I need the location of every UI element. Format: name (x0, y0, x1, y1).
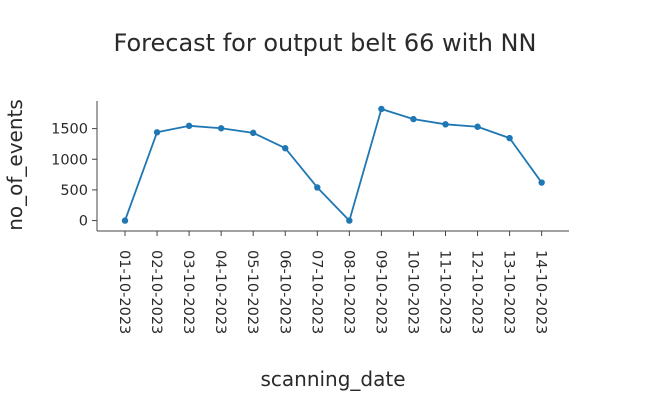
data-point (346, 217, 353, 224)
chart-title: Forecast for output belt 66 with NN (114, 29, 537, 57)
x-tick-label: 06-10-2023 (276, 250, 292, 334)
x-tick-label: 03-10-2023 (180, 250, 196, 334)
series-points (121, 105, 545, 224)
x-tick-label: 04-10-2023 (212, 250, 228, 334)
data-point (410, 115, 417, 123)
x-tick-label: 14-10-2023 (533, 250, 549, 334)
data-point (442, 121, 449, 128)
x-tick-label: 08-10-2023 (340, 250, 356, 334)
y-tick-label: 1000 (51, 152, 88, 168)
data-point (250, 129, 257, 137)
x-axis-ticks: 01-10-2023 02-10-2023 03-10-2023 04-10-2023… (116, 231, 549, 334)
x-tick-label: 05-10-2023 (244, 250, 260, 334)
data-point (474, 123, 481, 130)
y-tick-label: 1500 (51, 122, 88, 138)
x-tick-label: 10-10-2023 (404, 250, 420, 334)
data-point (538, 179, 545, 186)
data-point (185, 122, 193, 130)
x-axis-title: scanning_date (260, 367, 405, 391)
x-tick-label: 11-10-2023 (437, 250, 453, 334)
y-axis-ticks: 0 500 1000 1500 (51, 122, 97, 230)
data-point (378, 105, 385, 113)
data-point (314, 184, 321, 191)
x-tick-label: 09-10-2023 (372, 250, 388, 334)
x-tick-label: 01-10-2023 (116, 250, 132, 334)
y-axis-title: no_of_events (3, 99, 27, 231)
y-tick-label: 500 (60, 183, 88, 199)
y-tick-label: 0 (79, 214, 88, 230)
series-line (124, 108, 543, 222)
data-point (121, 217, 129, 224)
x-tick-label: 02-10-2023 (148, 250, 164, 334)
x-tick-label: 13-10-2023 (501, 250, 517, 334)
data-point (217, 125, 225, 132)
data-point (506, 134, 513, 142)
x-tick-label: 07-10-2023 (308, 250, 324, 334)
x-tick-label: 12-10-2023 (469, 250, 485, 334)
data-point (153, 129, 161, 136)
data-point (282, 145, 289, 152)
